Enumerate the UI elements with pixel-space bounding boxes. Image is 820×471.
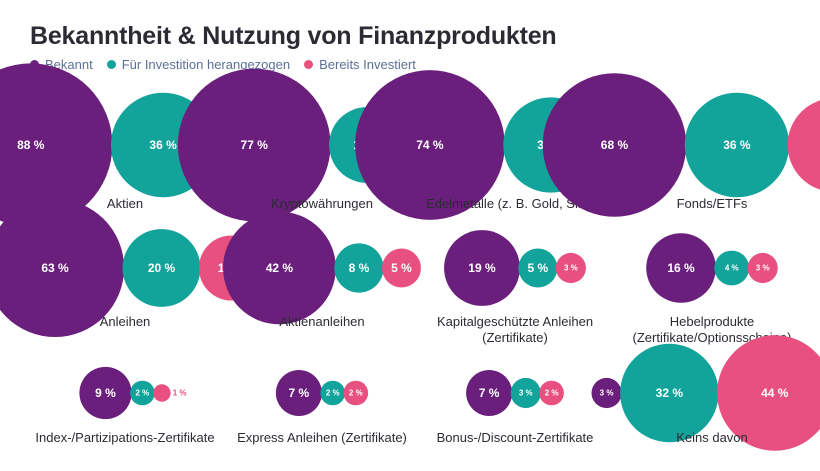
bubble-bekannt xyxy=(542,73,687,217)
bubble-investiert xyxy=(787,100,820,190)
bubble-investiert xyxy=(153,384,171,402)
bubble-group: 7 % 2 % 2 % xyxy=(275,369,369,417)
bubble-bekannt xyxy=(466,369,513,417)
category-label: Express Anleihen (Zertifikate) xyxy=(237,430,407,445)
bubble-value-label: 19 % xyxy=(468,261,496,275)
bubble-value-label: 77 % xyxy=(241,138,269,152)
bubble-value-label: 3 % xyxy=(600,389,614,398)
category-label: Anleihen xyxy=(100,314,151,329)
bubble-investition xyxy=(320,380,346,406)
bubble-bekannt xyxy=(0,63,113,227)
category-label: Bonus-/Discount-Zertifikate xyxy=(437,430,594,445)
bubble-investition xyxy=(684,92,790,198)
bubble-value-label: 7 % xyxy=(479,386,500,400)
category-label: Index-/Partizipations-Zertifikate xyxy=(35,430,214,445)
bubble-group: 9 % 2 % 1 % xyxy=(79,366,187,420)
bubble-group: 7 % 3 % 2 % xyxy=(466,369,564,417)
bubble-value-label: 32 % xyxy=(656,386,684,400)
bubble-bekannt xyxy=(275,369,322,417)
legend-dot-investiert xyxy=(304,60,314,69)
bubble-value-label: 2 % xyxy=(136,389,150,398)
category-label: Fonds/ETFs xyxy=(677,196,748,211)
category-label: Edelmetalle (z. B. Gold, Silber) xyxy=(426,196,604,211)
bubble-investiert xyxy=(343,380,369,406)
bubble-group: 19 % 5 % 3 % xyxy=(444,230,586,306)
bubble-investition xyxy=(334,243,384,293)
legend-label-investiert: Bereits Investiert xyxy=(319,57,416,72)
bubble-group: 3 % 32 % 44 % xyxy=(591,335,820,451)
bubble-value-label: 36 % xyxy=(723,138,751,152)
bubble-group: 16 % 4 % 3 % xyxy=(646,233,778,303)
bubble-investiert xyxy=(539,380,564,406)
bubble-value-label: 68 % xyxy=(601,138,629,152)
chart-title: Bekanntheit & Nutzung von Finanzprodukte… xyxy=(30,22,557,50)
bubble-investition xyxy=(510,377,541,409)
bubble-value-label: 2 % xyxy=(349,389,363,398)
bubble-investition xyxy=(714,250,750,286)
bubble-investiert xyxy=(747,252,778,284)
bubble-bekannt xyxy=(444,230,520,306)
bubble-investiert xyxy=(555,252,586,284)
bubble-value-label: 44 % xyxy=(761,386,789,400)
bubble-investition xyxy=(130,380,155,406)
bubble-value-label: 8 % xyxy=(349,261,370,275)
bubble-bekannt xyxy=(355,70,505,220)
bubble-bekannt xyxy=(591,377,622,409)
bubble-value-label: 7 % xyxy=(289,386,310,400)
bubble-investition xyxy=(620,343,719,443)
legend-item-investition: Für Investition herangezogen xyxy=(106,57,291,72)
bubble-value-label: 2 % xyxy=(326,389,340,398)
category-label: Hebelprodukte xyxy=(670,314,755,329)
bubble-investiert xyxy=(717,335,820,451)
category-label: Aktienanleihen xyxy=(279,314,364,329)
bubble-investiert xyxy=(382,248,421,288)
bubble-value-label: 42 % xyxy=(266,261,294,275)
category-label: (Zertifikate) xyxy=(482,330,548,345)
category-label: Kryptowährungen xyxy=(271,196,373,211)
bubble-value-label: 3 % xyxy=(756,264,770,273)
bubble-bekannt xyxy=(223,211,336,325)
bubble-value-label: 1 % xyxy=(173,389,187,398)
legend-dot-investition xyxy=(106,60,116,69)
bubble-bekannt xyxy=(177,68,331,222)
bubble-bekannt xyxy=(646,233,716,303)
category-label: Kapitalgeschützte Anleihen xyxy=(437,314,593,329)
legend-label-investition: Für Investition herangezogen xyxy=(121,57,291,72)
bubble-value-label: 74 % xyxy=(416,138,444,152)
bubble-group: 68 %36 %29 % xyxy=(542,73,820,217)
bubble-investition xyxy=(518,248,558,288)
bubble-bekannt xyxy=(0,198,125,338)
bubble-value-label: 3 % xyxy=(564,264,578,273)
bubble-value-label: 88 % xyxy=(17,138,45,152)
bubble-value-label: 36 % xyxy=(149,138,177,152)
bubble-value-label: 5 % xyxy=(391,261,412,275)
bubble-value-label: 63 % xyxy=(41,261,69,275)
bubble-bekannt xyxy=(79,366,132,420)
category-label: Aktien xyxy=(107,196,143,211)
bubble-value-label: 2 % xyxy=(545,389,559,398)
category-label: Keins davon xyxy=(676,430,748,445)
bubble-value-label: 9 % xyxy=(95,386,116,400)
bubble-value-label: 5 % xyxy=(528,261,549,275)
bubble-value-label: 3 % xyxy=(519,389,533,398)
bubble-group: 42 % 8 % 5 % xyxy=(223,211,421,325)
bubble-investition xyxy=(122,229,201,307)
bubble-value-label: 16 % xyxy=(667,261,695,275)
bubble-value-label: 20 % xyxy=(148,261,176,275)
legend-item-investiert: Bereits Investiert xyxy=(304,57,416,72)
bubble-value-label: 4 % xyxy=(725,264,739,273)
